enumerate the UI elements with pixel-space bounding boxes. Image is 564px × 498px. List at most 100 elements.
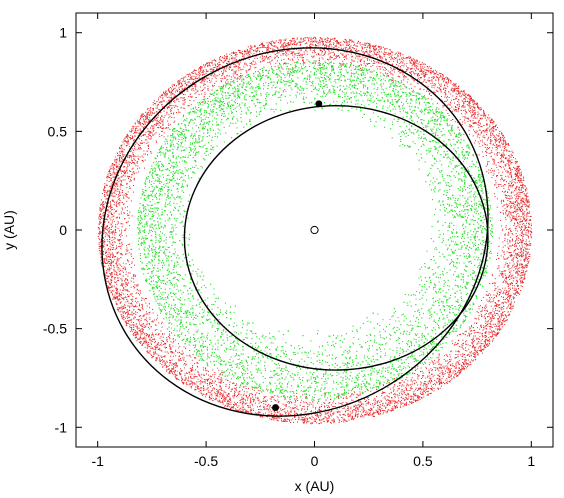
data-point — [163, 117, 165, 119]
data-point — [293, 411, 295, 413]
data-point — [518, 175, 519, 177]
data-point — [360, 415, 362, 417]
data-point — [109, 253, 111, 255]
data-point — [108, 172, 110, 174]
data-point — [174, 87, 176, 89]
data-point — [498, 145, 500, 147]
data-point — [511, 233, 513, 235]
data-point — [438, 364, 440, 366]
data-point — [193, 69, 195, 71]
data-point — [139, 342, 141, 344]
data-point — [369, 47, 371, 49]
data-point — [121, 241, 123, 243]
data-point — [492, 310, 494, 312]
data-point — [431, 370, 433, 372]
data-point — [370, 408, 372, 410]
data-point — [481, 316, 483, 317]
data-point — [387, 409, 389, 411]
data-point — [456, 104, 458, 105]
data-point — [480, 114, 482, 116]
data-point — [233, 75, 235, 77]
data-point — [134, 129, 136, 131]
data-point — [367, 414, 369, 416]
data-point — [412, 70, 414, 72]
data-point — [289, 40, 291, 41]
data-point — [163, 132, 165, 134]
data-point — [500, 318, 502, 320]
data-point — [146, 352, 148, 354]
data-point — [495, 149, 497, 151]
data-point — [105, 278, 107, 280]
data-point — [107, 206, 108, 207]
data-point — [381, 407, 383, 409]
data-point — [441, 96, 442, 97]
data-point — [134, 333, 136, 335]
data-point — [481, 339, 483, 341]
data-point — [149, 311, 151, 313]
data-point — [157, 349, 159, 350]
data-point — [152, 334, 154, 336]
data-point — [174, 363, 176, 365]
data-point — [479, 336, 481, 338]
data-point — [134, 274, 136, 276]
data-point — [501, 149, 503, 151]
data-point — [463, 133, 465, 135]
data-point — [104, 192, 106, 193]
data-point — [210, 93, 212, 95]
data-point — [475, 358, 477, 360]
data-point — [346, 43, 348, 45]
data-point — [520, 247, 522, 249]
data-point — [171, 101, 172, 103]
data-point — [263, 400, 265, 402]
data-point — [139, 147, 141, 149]
data-point — [440, 364, 442, 366]
data-point — [147, 146, 149, 148]
data-point — [149, 138, 151, 140]
data-point — [168, 105, 170, 107]
data-point — [181, 83, 183, 85]
data-point — [345, 55, 347, 57]
data-point — [381, 395, 383, 397]
data-point — [443, 79, 445, 81]
data-point — [150, 342, 152, 344]
data-point — [520, 282, 522, 284]
data-point — [509, 186, 511, 188]
data-point — [425, 381, 427, 383]
data-point — [461, 123, 463, 125]
data-point — [342, 402, 344, 404]
data-point — [118, 178, 120, 180]
data-point — [396, 407, 398, 409]
data-point — [372, 403, 374, 404]
data-point — [349, 50, 351, 52]
data-point — [347, 49, 349, 51]
data-point — [380, 72, 382, 74]
data-point — [402, 57, 404, 59]
data-point — [416, 61, 418, 63]
data-point — [127, 175, 129, 177]
data-point — [513, 255, 515, 257]
data-point — [256, 47, 258, 49]
data-point — [198, 77, 200, 79]
data-point — [302, 394, 304, 396]
data-point — [353, 45, 355, 46]
data-point — [143, 315, 145, 317]
data-point — [124, 267, 126, 269]
data-point — [240, 51, 242, 53]
data-point — [493, 170, 495, 172]
data-point — [442, 75, 444, 77]
data-point — [139, 303, 141, 305]
data-point — [324, 406, 326, 408]
data-point — [396, 59, 398, 61]
data-point — [247, 46, 249, 48]
data-point — [479, 332, 481, 334]
data-point — [189, 349, 191, 351]
data-point — [526, 257, 528, 259]
data-point — [491, 273, 493, 275]
data-point — [483, 307, 485, 309]
data-point — [401, 380, 403, 381]
data-point — [383, 55, 385, 57]
data-point — [152, 348, 154, 349]
data-point — [373, 46, 375, 48]
data-point — [382, 384, 384, 386]
data-point — [234, 57, 236, 59]
